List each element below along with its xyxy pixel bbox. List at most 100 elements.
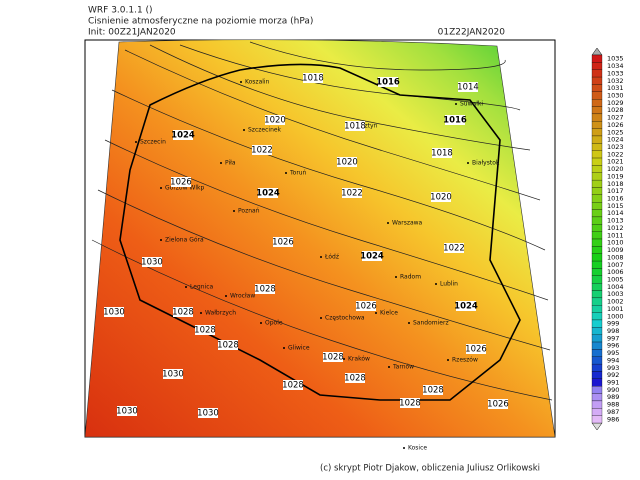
city-label: Poznań: [238, 208, 260, 215]
colorbar-label: 998: [607, 327, 619, 335]
colorbar-label: 1008: [607, 253, 624, 261]
colorbar-cell: [591, 312, 603, 321]
city-label: Kosice: [408, 445, 427, 452]
colorbar-cell: [591, 69, 603, 78]
city-dot: [160, 239, 162, 241]
city-dot: [403, 447, 405, 449]
colorbar-cell: [591, 224, 603, 232]
colorbar-label: 1001: [607, 305, 624, 313]
isobar-label-bg: [265, 115, 285, 125]
city-label: Sandomierz: [413, 320, 449, 327]
colorbar-label: 1025: [607, 128, 624, 136]
isobar-label: 1030: [162, 370, 184, 380]
colorbar-label: 1017: [607, 187, 624, 195]
isobar-label: 1028: [399, 399, 421, 409]
colorbar-label: 988: [607, 401, 619, 409]
colorbar-cell: [591, 165, 603, 173]
isobar-label: 1026: [355, 302, 377, 312]
city-label: Wrocław: [230, 293, 255, 300]
colorbar-label: 991: [607, 379, 619, 387]
isobar-label: 1030: [116, 407, 138, 417]
colorbar-label: 990: [607, 386, 619, 394]
colorbar-cell: [591, 246, 603, 254]
isobar-label: 1020: [264, 116, 286, 126]
isobar-label: 1028: [282, 381, 304, 391]
city-dot: [225, 295, 227, 297]
isobar-label: 1028: [194, 326, 216, 336]
colorbar: 1035103410331032103110301029102810271026…: [591, 47, 624, 431]
colorbar-cell: [591, 84, 603, 92]
colorbar-cell: [591, 62, 603, 70]
isobar-label: 1020: [336, 158, 358, 168]
isobar-label: 1022: [341, 189, 363, 199]
isobar-label-bg: [445, 115, 465, 125]
colorbar-cell: [591, 393, 603, 402]
country-border: [119, 63, 521, 401]
colorbar-cell: [591, 268, 603, 276]
isobar-label-bg: [345, 121, 365, 131]
colorbar-cell: [591, 327, 603, 335]
colorbar-label: 1019: [607, 172, 624, 180]
isobar-label-bg: [362, 251, 382, 261]
colorbar-cell: [591, 356, 603, 365]
colorbar-cell: [591, 283, 603, 291]
isobar-label-bg: [173, 307, 193, 317]
colorbar-cell: [591, 135, 603, 144]
city-label: Białystok: [472, 160, 500, 167]
colorbar-cell: [591, 231, 603, 240]
isobar-label: 1028: [217, 341, 239, 351]
isobar-label-bg: [171, 177, 191, 187]
city-dot: [200, 312, 202, 314]
isobar-label: 1024: [360, 252, 384, 262]
colorbar-cell: [591, 378, 603, 387]
colorbar-label: 1032: [607, 77, 624, 85]
city-dot: [240, 81, 242, 83]
colorbar-label: 1021: [607, 158, 624, 166]
colorbar-label: 1006: [607, 268, 624, 276]
colorbar-cell: [591, 371, 603, 379]
isobar-label-bg: [117, 406, 137, 416]
colorbar-cell: [591, 179, 603, 188]
isobar-label: 1024: [171, 131, 195, 141]
colorbar-cell: [591, 363, 603, 372]
colorbar-label: 989: [607, 393, 619, 401]
city-dot: [435, 283, 437, 285]
isobar-label-bg: [356, 301, 376, 311]
isobar-label: 1030: [141, 258, 163, 268]
colorbar-label: 1028: [607, 106, 624, 114]
colorbar-label: 999: [607, 320, 619, 328]
isobar-label-bg: [342, 188, 362, 198]
colorbar-label: 1002: [607, 298, 624, 306]
city-dot: [185, 286, 187, 288]
city-label: Warszawa: [392, 220, 423, 227]
colorbar-cell: [591, 290, 603, 299]
colorbar-cell: [591, 91, 603, 100]
colorbar-cell: [591, 76, 603, 85]
city-dot: [343, 358, 345, 360]
colorbar-label: 996: [607, 342, 619, 350]
colorbar-cell: [591, 400, 603, 409]
city-dot: [455, 103, 457, 105]
colorbar-cell: [591, 260, 603, 269]
colorbar-cell: [591, 113, 603, 122]
city-dot: [260, 322, 262, 324]
colorbar-label: 987: [607, 408, 619, 416]
colorbar-label: 995: [607, 349, 619, 357]
city-dot: [387, 222, 389, 224]
colorbar-cell: [591, 305, 603, 313]
city-label: Szczecin: [140, 139, 166, 146]
isobar-label: 1018: [431, 149, 453, 159]
isobar-label: 1028: [172, 308, 194, 318]
isobar-label: 1016: [443, 116, 467, 126]
isobar-label-bg: [163, 369, 183, 379]
isobar-label-bg: [142, 257, 162, 267]
colorbar-cell: [591, 319, 603, 328]
isobar-label: 1026: [170, 178, 192, 188]
city-label: Opole: [265, 320, 283, 327]
colorbar-cell: [591, 99, 603, 107]
colorbar-cell: [591, 275, 603, 284]
colorbar-arrow: [591, 422, 603, 431]
model-label: WRF 3.0.1.1 (): [88, 6, 153, 16]
colorbar-label: 993: [607, 364, 619, 372]
